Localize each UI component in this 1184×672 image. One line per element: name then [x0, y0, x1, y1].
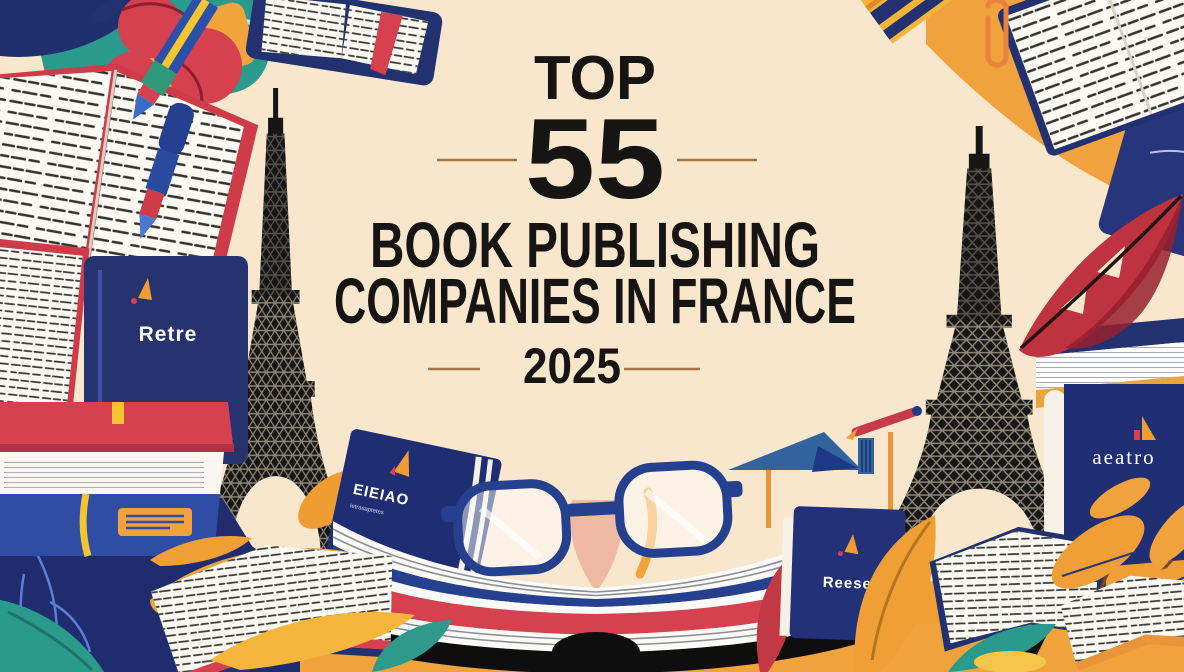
plant-leaf	[1149, 499, 1184, 565]
right-book-label: aeatro	[1092, 445, 1155, 469]
paper-clip	[985, 0, 1009, 68]
left-lens	[453, 479, 572, 577]
paper-plane	[728, 432, 893, 528]
plant-leaf	[1089, 477, 1151, 519]
flame-icon	[844, 534, 859, 555]
title-top: TOP	[534, 44, 656, 113]
small-book-label: Reese	[822, 574, 872, 593]
stack-red-book	[0, 402, 234, 452]
top-right-open-book	[998, 0, 1184, 156]
glasses	[441, 460, 743, 577]
title-year: 2025	[523, 338, 621, 394]
plant-leaf	[1051, 515, 1145, 589]
orange-leaf-tall	[854, 515, 936, 672]
book-stack	[0, 402, 234, 558]
flame-icon	[138, 278, 152, 300]
right-lens	[614, 460, 733, 558]
title-line2: COMPANIES IN FRANCE	[334, 265, 856, 337]
pen-navy-red	[139, 102, 194, 240]
red-feather	[1019, 194, 1183, 357]
title-line1: BOOK PUBLISHING	[370, 209, 820, 281]
left-book-label: Retre	[139, 323, 198, 346]
yellow-book	[836, 0, 1014, 44]
title-number: 55	[525, 96, 665, 223]
bottom-left-foreground	[0, 536, 452, 672]
top-center-book	[245, 0, 443, 86]
teal-leaf-small	[372, 620, 452, 672]
central-open-book	[327, 487, 865, 672]
bottom-right-cluster	[929, 477, 1184, 672]
left-open-page	[0, 238, 90, 444]
pen-blue-yellow	[132, 0, 219, 120]
title-block: TOP 55 BOOK PUBLISHING COMPANIES IN FRAN…	[334, 44, 856, 394]
red-pen	[846, 406, 922, 440]
open-book-flat	[1060, 575, 1184, 671]
golden-leaf-2	[210, 612, 415, 670]
yellow-blob	[974, 651, 1046, 672]
flame-icon	[393, 450, 410, 477]
sail-icon	[1142, 416, 1156, 440]
